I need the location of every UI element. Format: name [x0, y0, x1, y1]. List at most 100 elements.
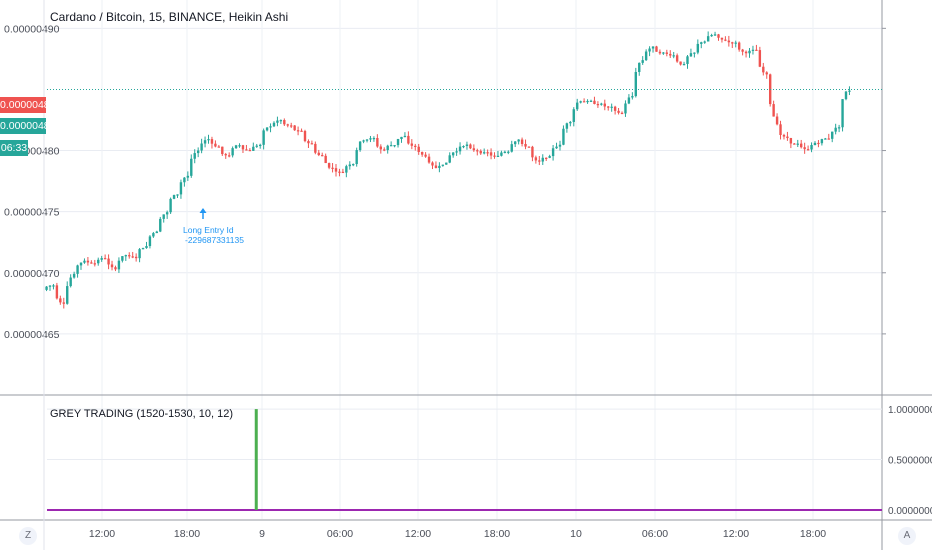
candle-body [162, 214, 165, 219]
candle-body [520, 139, 524, 144]
candle-body [369, 138, 372, 140]
candle-body [548, 156, 551, 158]
candle-body [748, 50, 751, 54]
candle-body [365, 139, 369, 141]
candle-body [607, 106, 610, 108]
candle-body [193, 153, 196, 159]
candle-body [627, 97, 631, 104]
candle-body [834, 127, 837, 132]
candle-body [655, 46, 658, 52]
candle-body [458, 146, 462, 152]
candle-body [634, 71, 638, 97]
candle-body [806, 149, 810, 151]
candle-body [617, 110, 620, 113]
candle-body [541, 157, 544, 162]
candle-body [90, 262, 93, 264]
candle-body [803, 147, 806, 150]
candle-body [624, 103, 627, 114]
candle-body [86, 260, 90, 263]
candle-body [169, 198, 172, 213]
candle-body [717, 34, 720, 38]
candle-body [200, 143, 203, 151]
auto-scale-button[interactable]: A [898, 527, 916, 545]
candle-body [582, 101, 586, 103]
candle-body [755, 49, 758, 51]
candle-body [489, 152, 493, 156]
candle-body [538, 160, 541, 162]
candle-body [293, 125, 296, 131]
x-tick-label: 06:00 [642, 528, 668, 540]
candle-body [358, 141, 362, 151]
candle-body [648, 48, 651, 52]
candle-body [296, 130, 300, 132]
candle-body [414, 145, 417, 147]
candle-body [451, 152, 455, 156]
candle-body [152, 233, 155, 237]
candle-body [503, 151, 507, 153]
candle-body [706, 36, 710, 42]
candle-body [669, 53, 672, 56]
candle-body [665, 52, 669, 54]
candle-body [210, 139, 214, 144]
candle-body [262, 130, 265, 145]
candle-body [482, 152, 486, 154]
candle-body [700, 42, 703, 44]
candle-body [813, 142, 817, 146]
candle-body [352, 164, 355, 166]
y-tick-label: 0.00000470 [4, 268, 60, 280]
bid-price-tag: 0.00000485 [0, 97, 56, 113]
candle-body [121, 256, 124, 261]
candle-body [496, 155, 500, 158]
entry-arrow-head [199, 208, 207, 213]
candle-body [682, 63, 686, 66]
chart-title: Cardano / Bitcoin, 15, BINANCE, Heikin A… [50, 10, 289, 24]
candle-body [317, 152, 320, 156]
candle-body [507, 151, 510, 153]
candle-body [710, 34, 713, 37]
candle-body [424, 154, 427, 157]
candle-body [500, 152, 503, 156]
indicator-y-tick-label: 1.00000000 [888, 405, 932, 416]
candle-body [55, 285, 59, 299]
indicator-signal-bar [254, 409, 258, 510]
candle-body [579, 101, 582, 103]
candle-body [434, 165, 438, 168]
candle-body [603, 103, 606, 107]
indicator-plot: 1.00000000 0.50000000 0.00000000 [47, 405, 932, 517]
candle-body [527, 146, 531, 148]
candle-body [438, 165, 441, 168]
candle-body [593, 100, 596, 105]
y-tick-label: 0.00000475 [4, 207, 60, 219]
candle-body [221, 146, 224, 155]
candle-body [779, 124, 782, 136]
candle-body [841, 99, 844, 128]
candle-body [334, 168, 338, 172]
candle-body [110, 264, 114, 268]
candle-body [252, 146, 255, 151]
candle-body [620, 112, 624, 115]
candle-body [420, 151, 424, 155]
x-tick-label: 9 [259, 528, 265, 540]
candle-body [265, 127, 269, 131]
candle-body [545, 157, 548, 159]
candle-body [793, 143, 796, 145]
candle-body [644, 51, 648, 61]
candle-body [217, 146, 221, 148]
candle-body [524, 143, 527, 147]
candle-body [465, 144, 469, 146]
candle-body [727, 40, 731, 43]
candle-body [117, 260, 121, 270]
candle-body [737, 42, 741, 50]
candle-body [720, 37, 724, 40]
candle-body [283, 120, 286, 125]
candle-body [758, 50, 762, 67]
candle-body [303, 131, 307, 142]
candle-body [565, 123, 569, 129]
candle-body [631, 96, 634, 98]
candle-body [66, 286, 69, 304]
candle-body [348, 164, 351, 167]
zoom-toggle-button[interactable]: Z [19, 527, 37, 545]
candle-body [341, 171, 345, 174]
